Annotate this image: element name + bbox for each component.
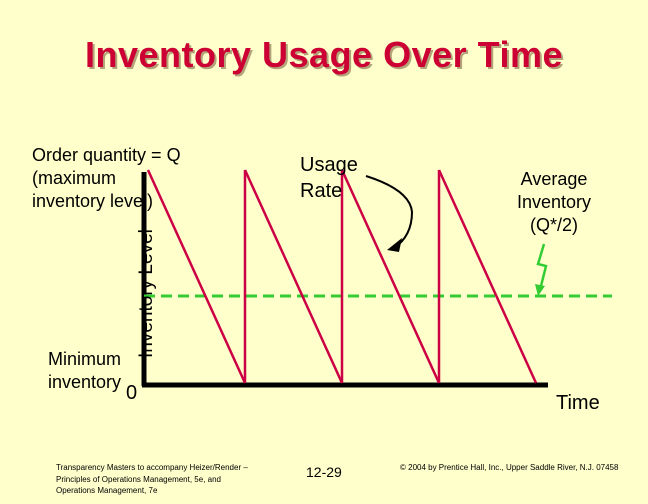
- usage-rate-label: Usage Rate: [300, 152, 360, 204]
- y-axis-label: Inventory Level: [136, 229, 157, 358]
- x-axis-label: Time: [556, 392, 600, 414]
- sawtooth-segment: [243, 169, 344, 384]
- average-inventory-arrow: [536, 243, 548, 291]
- usage-rate-arrow: [365, 175, 414, 249]
- average-inventory-label: Average Inventory (Q*/2): [516, 169, 592, 235]
- page-title: Inventory Usage Over Time: [84, 34, 564, 75]
- sawtooth-series: [146, 169, 538, 384]
- footer-credit: Transparency Masters to accompany Heizer…: [56, 463, 248, 495]
- copyright-notice: © 2004 by Prentice Hall, Inc., Upper Sad…: [400, 463, 619, 472]
- usage-rate-arrowhead: [387, 238, 402, 252]
- order-quantity-text: Order quantity = Q (maximum inventory le…: [32, 145, 181, 211]
- sawtooth-segment: [437, 169, 538, 384]
- sawtooth-segment: [340, 169, 441, 384]
- usage-rate-text: Usage Rate: [300, 154, 358, 202]
- zero-label: 0: [126, 382, 138, 404]
- minimum-inventory-label: Minimum inventory: [48, 348, 128, 394]
- sawtooth-segment: [146, 169, 247, 384]
- page-number: 12-29: [306, 464, 342, 480]
- order-quantity-label: Order quantity = Q (maximum inventory le…: [32, 144, 182, 213]
- minimum-inventory-text: Minimum inventory: [48, 349, 122, 392]
- average-inventory-arrowhead: [535, 284, 545, 296]
